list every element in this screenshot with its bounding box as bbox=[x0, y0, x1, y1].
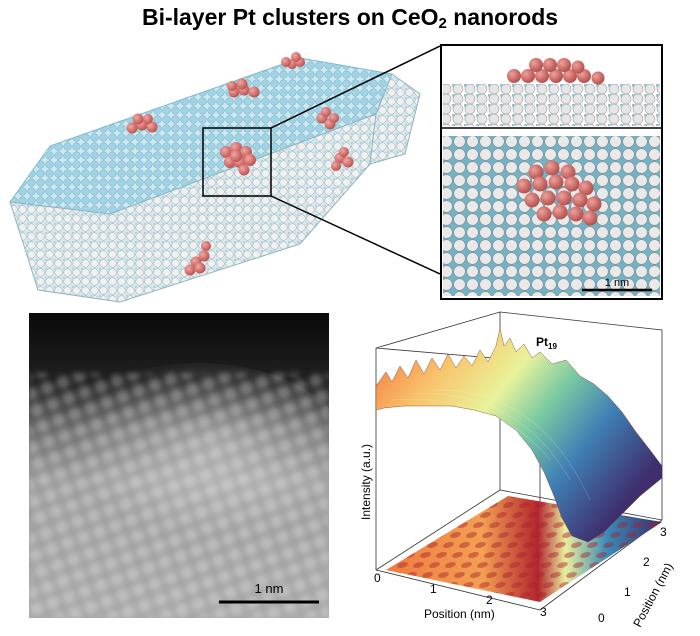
pt-cluster bbox=[331, 147, 354, 171]
inset-panel: 1 nm bbox=[440, 44, 663, 300]
intensity-surface bbox=[375, 327, 663, 543]
zoom-connector bbox=[270, 45, 440, 129]
stem-scale-bar-label: 1 nm bbox=[255, 581, 284, 596]
y-tick: 1 bbox=[624, 585, 631, 599]
x-tick: 0 bbox=[374, 571, 381, 585]
rod-end-face bbox=[369, 73, 421, 165]
x-axis-ticks: 0 1 2 3 bbox=[374, 571, 547, 619]
figure-title: Bi-layer Pt clusters on CeO2 nanorods bbox=[0, 4, 700, 32]
title-subscript: 2 bbox=[438, 15, 447, 32]
y-tick: 2 bbox=[643, 555, 650, 569]
pt-cluster bbox=[316, 107, 339, 130]
pt-cluster bbox=[184, 241, 211, 276]
pt-cluster bbox=[126, 113, 158, 134]
cluster-label: Pt19 bbox=[536, 335, 557, 351]
surface-plot: Pt19 Intensity (a.u.) 0 1 2 3 Position (… bbox=[359, 311, 676, 629]
side-view-pt-cluster bbox=[507, 58, 605, 85]
zoom-region-box bbox=[202, 127, 272, 197]
rod-front-face bbox=[9, 113, 377, 303]
x-tick: 1 bbox=[430, 582, 437, 596]
y-axis-ticks: 0 1 2 3 bbox=[598, 525, 667, 625]
x-tick: 3 bbox=[540, 605, 547, 619]
top-view-lattice bbox=[443, 136, 660, 296]
title-tail: nanorods bbox=[446, 4, 559, 30]
title-main: Bi-layer Pt clusters on CeO bbox=[141, 4, 439, 30]
y-tick: 0 bbox=[598, 611, 605, 625]
pt-cluster bbox=[227, 78, 260, 98]
zoom-connector bbox=[270, 195, 440, 275]
z-axis-label: Intensity (a.u.) bbox=[359, 444, 373, 520]
y-axis-label: Position (nm) bbox=[630, 560, 676, 629]
top-view-pt-cluster bbox=[516, 160, 602, 226]
pt-cluster bbox=[281, 52, 305, 69]
side-view-lattice bbox=[443, 84, 660, 126]
nanorod-illustration bbox=[9, 45, 440, 303]
y-tick: 3 bbox=[660, 525, 667, 539]
x-axis-label: Position (nm) bbox=[424, 607, 495, 621]
x-tick: 2 bbox=[486, 593, 493, 607]
pt-cluster bbox=[220, 142, 256, 176]
inset-scale-bar-label: 1 nm bbox=[605, 277, 629, 289]
stem-image: 1 nm bbox=[29, 313, 329, 618]
